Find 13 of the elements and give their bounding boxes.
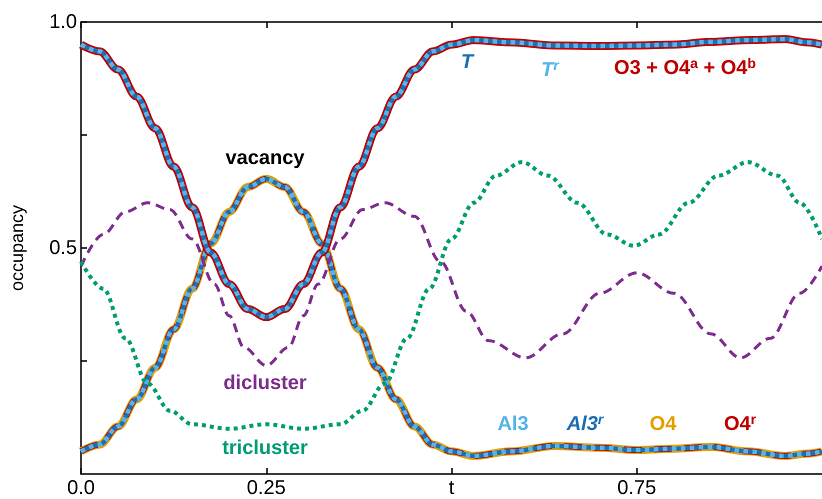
- series-label: O4: [650, 413, 678, 435]
- y-tick-label: 0.5: [49, 237, 77, 259]
- x-tick-label: 0.25: [246, 477, 286, 499]
- series-label: Al3: [497, 413, 529, 435]
- series-label: T: [460, 51, 475, 73]
- y-tick-label: 1.0: [49, 11, 77, 33]
- x-tick-label: 0.0: [67, 477, 95, 499]
- y-axis-title: occupancy: [7, 204, 27, 292]
- annotation: vacancy: [226, 147, 306, 169]
- x-tick-label: 0.75: [617, 477, 656, 499]
- series-label: dicluster: [223, 372, 307, 394]
- series-label: tricluster: [222, 437, 308, 459]
- x-tick-label: t: [448, 477, 455, 499]
